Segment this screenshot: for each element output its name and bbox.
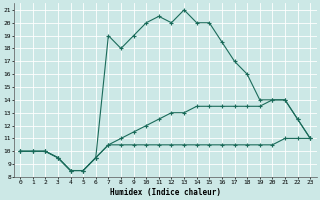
X-axis label: Humidex (Indice chaleur): Humidex (Indice chaleur) [110, 188, 220, 197]
